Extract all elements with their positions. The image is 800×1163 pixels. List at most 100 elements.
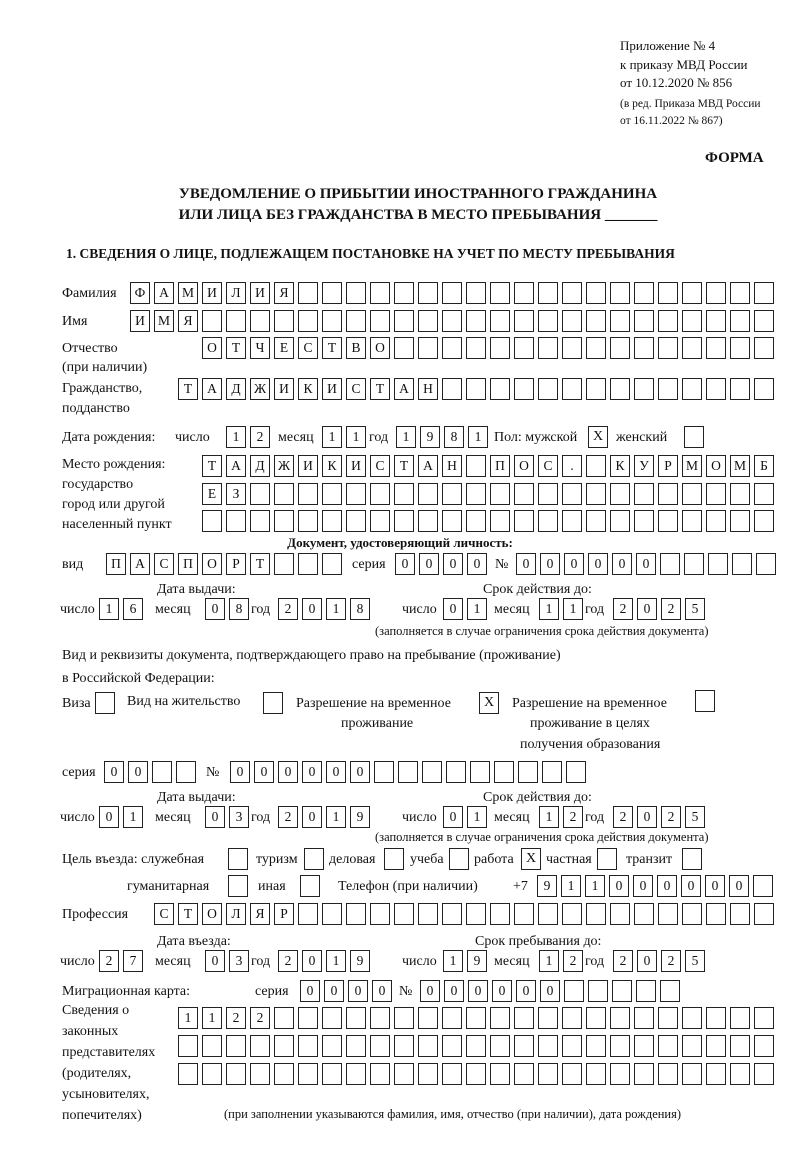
char-cell[interactable]: О: [202, 337, 222, 359]
char-cell[interactable]: [298, 553, 318, 575]
char-cell[interactable]: [518, 761, 538, 783]
char-cell[interactable]: [706, 510, 726, 532]
char-cell[interactable]: [394, 1007, 414, 1029]
char-cell[interactable]: [562, 1063, 582, 1085]
char-cell[interactable]: 0: [230, 761, 250, 783]
char-cell[interactable]: [634, 378, 654, 400]
char-cell[interactable]: [250, 310, 270, 332]
char-cell[interactable]: [562, 337, 582, 359]
char-cell[interactable]: 0: [681, 875, 701, 897]
char-cell[interactable]: О: [370, 337, 390, 359]
residence-permit-checkbox[interactable]: [263, 692, 283, 714]
char-cell[interactable]: [562, 1035, 582, 1057]
char-cell[interactable]: 9: [350, 950, 370, 972]
char-cell[interactable]: Т: [394, 455, 414, 477]
char-cell[interactable]: [562, 282, 582, 304]
char-cell[interactable]: [322, 310, 342, 332]
char-cell[interactable]: [418, 1063, 438, 1085]
char-cell[interactable]: С: [154, 903, 174, 925]
char-cell[interactable]: [442, 282, 462, 304]
char-cell[interactable]: О: [202, 553, 222, 575]
char-cell[interactable]: 0: [420, 980, 440, 1002]
char-cell[interactable]: [514, 1035, 534, 1057]
char-cell[interactable]: [250, 510, 270, 532]
char-cell[interactable]: [346, 1035, 366, 1057]
char-cell[interactable]: [466, 310, 486, 332]
char-cell[interactable]: В: [346, 337, 366, 359]
char-cell[interactable]: И: [346, 455, 366, 477]
char-cell[interactable]: 1: [326, 598, 346, 620]
char-cell[interactable]: Ч: [250, 337, 270, 359]
char-cell[interactable]: [754, 903, 774, 925]
char-cell[interactable]: С: [154, 553, 174, 575]
char-cell[interactable]: [706, 1035, 726, 1057]
char-cell[interactable]: [586, 337, 606, 359]
purpose-humanitarian-checkbox[interactable]: [228, 875, 248, 897]
char-cell[interactable]: Ф: [130, 282, 150, 304]
char-cell[interactable]: [322, 553, 342, 575]
char-cell[interactable]: [418, 337, 438, 359]
char-cell[interactable]: К: [322, 455, 342, 477]
char-cell[interactable]: Н: [442, 455, 462, 477]
char-cell[interactable]: 3: [229, 950, 249, 972]
char-cell[interactable]: 5: [685, 598, 705, 620]
char-cell[interactable]: [658, 310, 678, 332]
char-cell[interactable]: [682, 310, 702, 332]
char-cell[interactable]: 0: [612, 553, 632, 575]
char-cell[interactable]: [274, 1063, 294, 1085]
char-cell[interactable]: [152, 761, 172, 783]
char-cell[interactable]: [298, 1007, 318, 1029]
char-cell[interactable]: [634, 310, 654, 332]
char-cell[interactable]: [394, 903, 414, 925]
char-cell[interactable]: [322, 1007, 342, 1029]
char-cell[interactable]: [298, 903, 318, 925]
char-cell[interactable]: 0: [302, 950, 322, 972]
char-cell[interactable]: 0: [492, 980, 512, 1002]
char-cell[interactable]: 0: [637, 806, 657, 828]
char-cell[interactable]: [538, 483, 558, 505]
char-cell[interactable]: [442, 483, 462, 505]
char-cell[interactable]: [634, 510, 654, 532]
purpose-other-checkbox[interactable]: [300, 875, 320, 897]
char-cell[interactable]: 0: [516, 980, 536, 1002]
char-cell[interactable]: [706, 337, 726, 359]
char-cell[interactable]: 1: [585, 875, 605, 897]
char-cell[interactable]: 1: [178, 1007, 198, 1029]
char-cell[interactable]: [660, 980, 680, 1002]
char-cell[interactable]: [514, 903, 534, 925]
char-cell[interactable]: [562, 510, 582, 532]
char-cell[interactable]: 2: [613, 598, 633, 620]
char-cell[interactable]: [176, 761, 196, 783]
char-cell[interactable]: [682, 378, 702, 400]
char-cell[interactable]: [538, 510, 558, 532]
char-cell[interactable]: 2: [250, 426, 270, 448]
char-cell[interactable]: [562, 483, 582, 505]
char-cell[interactable]: И: [202, 282, 222, 304]
char-cell[interactable]: [370, 282, 390, 304]
char-cell[interactable]: Л: [226, 282, 246, 304]
char-cell[interactable]: [466, 1035, 486, 1057]
char-cell[interactable]: У: [634, 455, 654, 477]
char-cell[interactable]: 0: [302, 598, 322, 620]
char-cell[interactable]: [346, 282, 366, 304]
char-cell[interactable]: [274, 483, 294, 505]
char-cell[interactable]: [202, 1063, 222, 1085]
char-cell[interactable]: [634, 1063, 654, 1085]
char-cell[interactable]: 1: [202, 1007, 222, 1029]
char-cell[interactable]: 0: [564, 553, 584, 575]
char-cell[interactable]: 0: [540, 553, 560, 575]
char-cell[interactable]: [490, 903, 510, 925]
char-cell[interactable]: [346, 310, 366, 332]
char-cell[interactable]: 0: [324, 980, 344, 1002]
char-cell[interactable]: И: [130, 310, 150, 332]
char-cell[interactable]: [514, 282, 534, 304]
char-cell[interactable]: [634, 483, 654, 505]
char-cell[interactable]: [466, 282, 486, 304]
char-cell[interactable]: [730, 1007, 750, 1029]
char-cell[interactable]: [754, 378, 774, 400]
char-cell[interactable]: [370, 483, 390, 505]
char-cell[interactable]: [538, 1035, 558, 1057]
char-cell[interactable]: [442, 1007, 462, 1029]
char-cell[interactable]: [370, 1035, 390, 1057]
char-cell[interactable]: [682, 1035, 702, 1057]
